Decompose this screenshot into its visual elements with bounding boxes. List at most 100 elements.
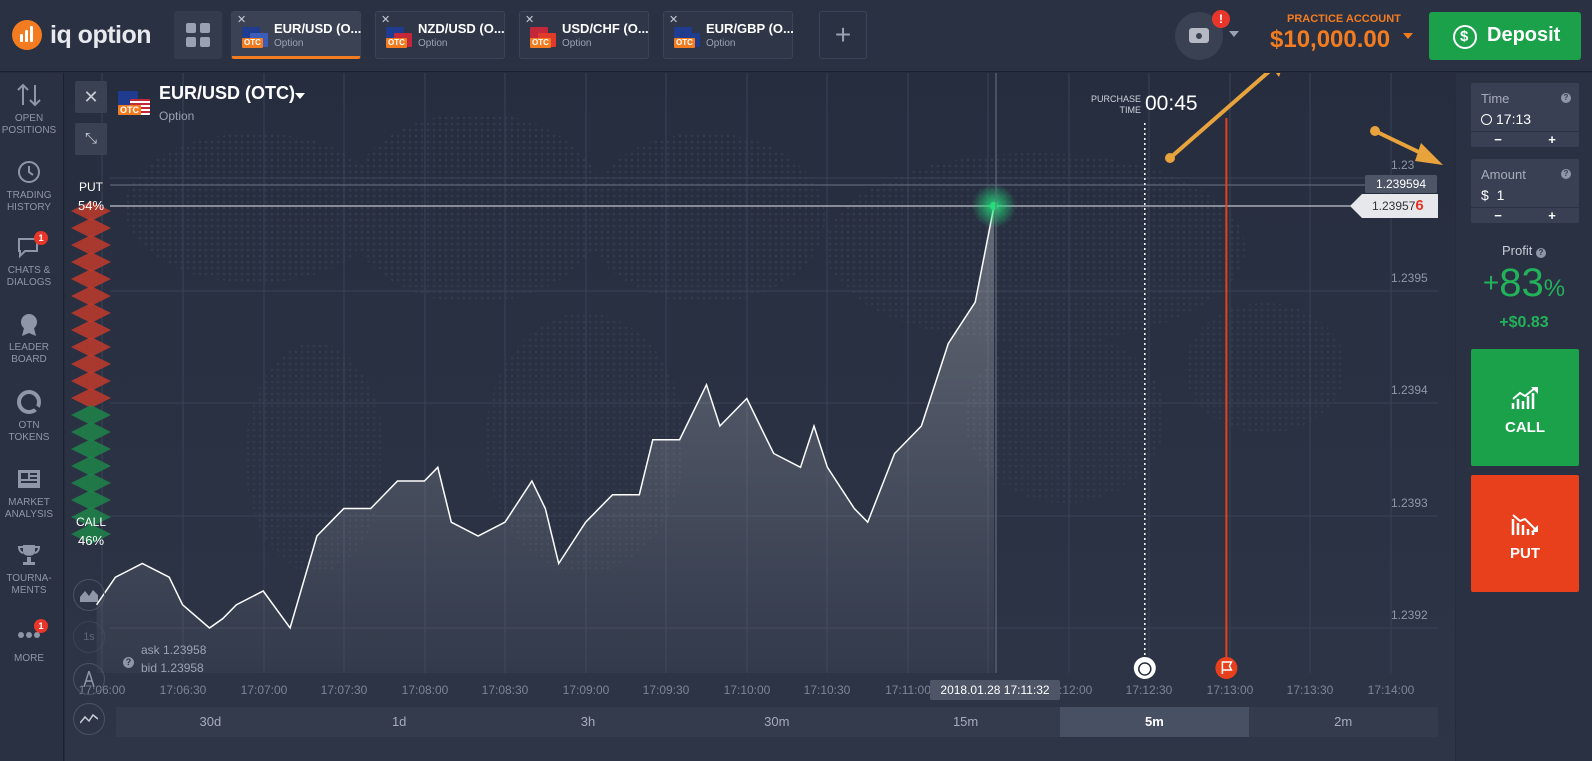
amount-value[interactable]: $ 1 — [1481, 187, 1505, 203]
asset-tab[interactable]: ✕ OTC USD/CHF (O... Option — [519, 11, 649, 59]
sidebar-item-more[interactable]: 1 MORE — [0, 619, 58, 665]
chevron-down-icon[interactable] — [295, 93, 305, 99]
sidebar-item-label: TOURNA- MENTS — [6, 573, 52, 596]
news-icon — [15, 465, 43, 493]
x-axis-tick-label: 17:13:30 — [1286, 683, 1334, 697]
annotation-arrow-balance — [1168, 73, 1271, 160]
sidebar-item-otn-tokens[interactable]: OTN TOKENS — [0, 388, 58, 444]
notification-badge: ! — [1212, 10, 1230, 28]
chart-type-icon[interactable] — [73, 579, 105, 611]
sidebar-item-market-analysis[interactable]: MARKET ANALYSIS — [0, 465, 58, 521]
bid-price: bid 1.23958 — [141, 661, 204, 675]
put-sentiment-bar — [71, 320, 111, 340]
sidebar-item-chats-dialogs[interactable]: 1 CHATS & DIALOGS — [0, 231, 58, 289]
trade-panel: Time ? 17:13 − + Amount ? $ 1 − + Profit… — [1456, 73, 1592, 761]
timeframe-option[interactable]: 5m — [1060, 707, 1249, 737]
help-icon[interactable]: ? — [1535, 248, 1546, 258]
candle-interval-button[interactable]: 1s — [73, 621, 105, 653]
drawing-tools-icon[interactable] — [73, 663, 105, 695]
tab-asset-name: EUR/USD (O... — [274, 21, 362, 36]
x-axis-tick-label: 17:08:30 — [481, 683, 529, 697]
asset-tab[interactable]: ✕ OTC EUR/GBP (O... Option — [663, 11, 794, 59]
timeframe-option[interactable]: 30d — [199, 714, 222, 729]
timeframe-option[interactable]: 1d — [391, 714, 407, 729]
help-icon[interactable]: ? — [1561, 93, 1571, 103]
y-axis-tick-label: 1.2392 — [1391, 608, 1428, 622]
asset-grid-button[interactable] — [174, 11, 222, 59]
world-map-region — [125, 133, 385, 283]
sidebar-item-label: MARKET ANALYSIS — [4, 497, 54, 520]
amount-label: Amount — [1481, 167, 1526, 182]
sidebar-item-trading-history[interactable]: TRADING HISTORY — [0, 158, 58, 214]
history-icon — [15, 158, 43, 186]
close-tab-icon[interactable]: ✕ — [669, 14, 679, 26]
put-sentiment-label: PUT — [79, 180, 103, 194]
sidebar-item-leader-board[interactable]: LEADER BOARD — [0, 310, 58, 366]
more-icon — [15, 621, 43, 649]
asset-tab[interactable]: ✕ OTC NZD/USD (O... Option — [375, 11, 505, 59]
timeframe-option[interactable]: 2m — [1334, 714, 1353, 729]
call-sentiment-bar — [71, 473, 111, 493]
asset-tab[interactable]: ✕ OTC EUR/USD (O... Option — [231, 11, 361, 59]
sidebar-item-label: OPEN POSITIONS — [1, 113, 57, 136]
close-tab-icon[interactable]: ✕ — [381, 14, 391, 26]
profit-amount: +$0.83 — [1499, 314, 1549, 331]
help-icon[interactable]: ? — [1561, 169, 1571, 179]
y-axis-tick-label: 1.2394 — [1391, 383, 1428, 397]
call-sentiment-bar — [71, 422, 111, 442]
account-dropdown-icon[interactable] — [1403, 33, 1413, 39]
x-axis-tick-label: 17:12:30 — [1125, 683, 1173, 697]
sidebar-item-label: LEADER BOARD — [8, 342, 49, 365]
account-balance[interactable]: $10,000.00 — [1270, 26, 1391, 53]
call-button[interactable]: CALL — [1471, 349, 1579, 466]
tab-asset-type: Option — [562, 38, 592, 49]
chart-area[interactable]: ✕ ⤡ OTC EUR/USD (OTC) Option PURCHASE TI… — [65, 73, 1455, 761]
put-label: PUT — [1510, 545, 1540, 562]
put-sentiment-bar — [71, 201, 111, 221]
close-chart-button[interactable]: ✕ — [75, 81, 107, 113]
call-sentiment-label: CALL — [75, 515, 107, 529]
sidebar-item-tourna-ments[interactable]: TOURNA- MENTS — [0, 541, 58, 597]
add-tab-button[interactable]: + — [819, 11, 867, 59]
world-map-region — [1185, 303, 1345, 433]
put-sentiment-bar — [71, 252, 111, 272]
currency-flag-icon: OTC — [242, 27, 268, 49]
trophy-icon — [15, 541, 43, 569]
amount-increment-button[interactable]: + — [1548, 208, 1556, 223]
sidebar-item-open-positions[interactable]: OPEN POSITIONS — [0, 81, 58, 137]
x-axis-tick-label: 17:08:00 — [401, 683, 449, 697]
currency-flag-icon: OTC — [530, 27, 556, 49]
time-decrement-button[interactable]: − — [1494, 132, 1502, 147]
iq-option-logo[interactable]: iq option — [12, 20, 152, 50]
close-tab-icon[interactable]: ✕ — [237, 14, 247, 26]
help-icon[interactable]: ? — [123, 657, 134, 668]
x-axis-tick-label: 17:07:00 — [240, 683, 288, 697]
time-value[interactable]: 17:13 — [1481, 111, 1531, 127]
deposit-button[interactable]: Deposit — [1429, 12, 1581, 60]
asset-title[interactable]: EUR/USD (OTC) — [159, 83, 295, 103]
tab-asset-type: Option — [274, 38, 304, 49]
otc-badge: OTC — [530, 38, 551, 48]
account-type-label[interactable]: PRACTICE ACCOUNT — [1287, 13, 1401, 25]
world-map-region — [345, 113, 605, 303]
x-axis-tick-label: 17:07:30 — [320, 683, 368, 697]
x-axis-tick-label: 17:11:00 — [885, 683, 931, 697]
timeframe-option[interactable]: 15m — [952, 714, 979, 729]
notification-badge: 1 — [34, 231, 48, 245]
amount-decrement-button[interactable]: − — [1494, 208, 1502, 223]
amount-field[interactable]: Amount ? $ 1 − + — [1471, 159, 1579, 223]
time-increment-button[interactable]: + — [1548, 132, 1556, 147]
put-button[interactable]: PUT — [1471, 475, 1579, 592]
tab-asset-name: NZD/USD (O... — [418, 21, 505, 36]
collapse-icon[interactable]: ⤡ — [75, 123, 107, 155]
x-axis-tick-label: 17:14:00 — [1367, 683, 1415, 697]
close-tab-icon[interactable]: ✕ — [525, 14, 535, 26]
timeframe-option[interactable]: 30m — [764, 714, 790, 729]
time-field[interactable]: Time ? 17:13 − + — [1471, 83, 1579, 147]
indicators-icon[interactable] — [73, 703, 105, 735]
timeframe-option[interactable]: 3h — [580, 714, 596, 729]
price-chart[interactable] — [65, 73, 1455, 761]
chevron-down-icon[interactable] — [1229, 31, 1239, 37]
profit-label: Profit ? — [1456, 243, 1592, 258]
put-sentiment-bar — [71, 354, 111, 374]
